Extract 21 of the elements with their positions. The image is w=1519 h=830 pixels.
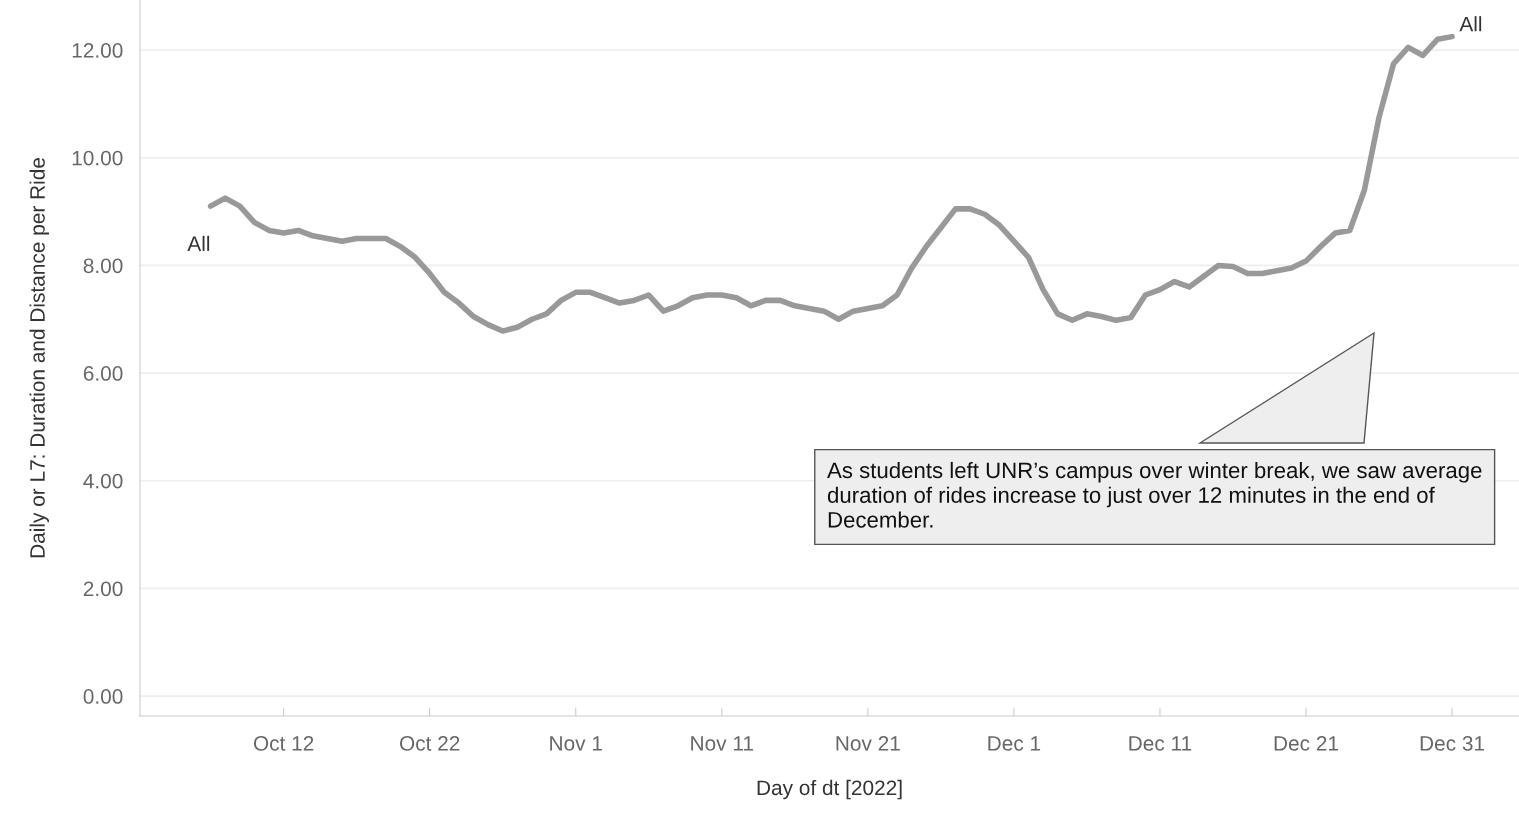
y-tick-label: 8.00: [83, 258, 123, 274]
x-tick-label: Dec 11: [1129, 736, 1192, 751]
y-tick-label: 12.00: [72, 43, 123, 58]
y-tick-label: 10.00: [72, 150, 123, 166]
y-tick-label: 0.00: [83, 689, 123, 704]
x-tick-label: Oct 12: [253, 735, 314, 751]
series-label: All: [1459, 16, 1482, 32]
x-tick-label: Oct 22: [399, 735, 460, 751]
annotation: As students left UNR’s campus over winter break, we saw average duration of rides increase to just over 12 minutes in the end of December.: [827, 461, 1482, 528]
y-tick-label: 4.00: [83, 473, 123, 489]
y-tick-label: 6.00: [83, 366, 123, 381]
y-axis-title: Daily or L7: Duration and Distance per Ride: [29, 158, 49, 558]
text: All: [187, 235, 210, 251]
x-tick-label: Dec 1: [988, 736, 1041, 751]
x-tick-label: Dec 31: [1420, 735, 1485, 751]
x-axis-title: Day of dt [2022]: [757, 779, 902, 800]
y-tick-label: 2.00: [83, 581, 123, 597]
x-tick-label: Nov 21: [836, 735, 900, 751]
x-tick-label: Nov 11: [691, 736, 754, 751]
x-tick-label: Nov 1: [550, 736, 602, 751]
x-tick-label: Dec 21: [1274, 735, 1338, 751]
